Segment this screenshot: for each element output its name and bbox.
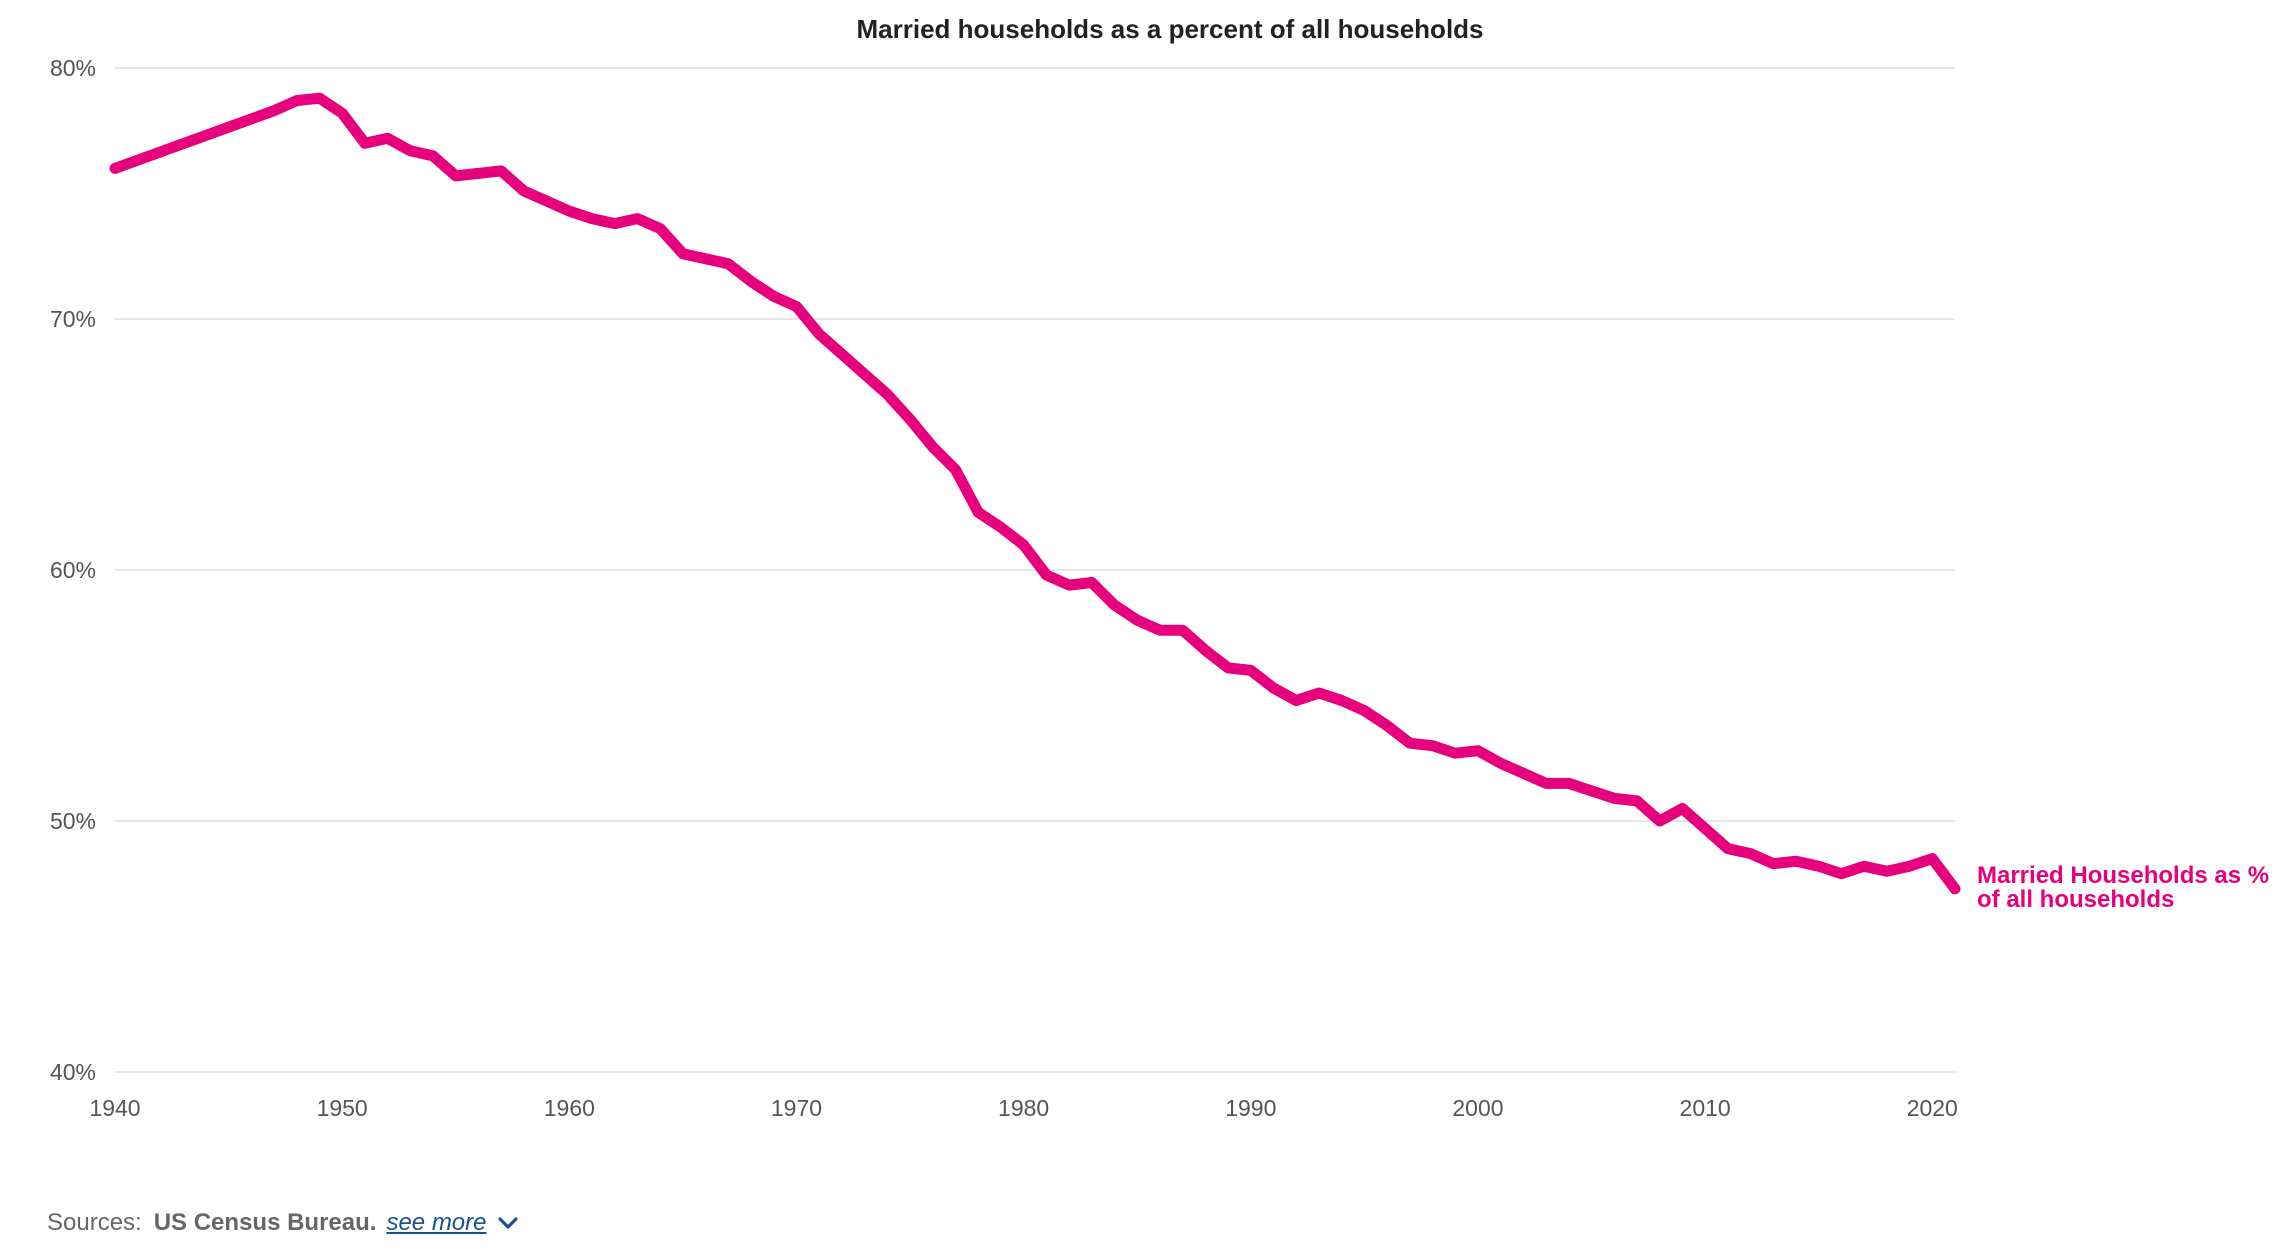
sources-label: Sources:	[47, 1209, 142, 1236]
series-end-label-line: of all households	[1977, 886, 2174, 913]
series-end-label: Married Households as % of all households	[1977, 862, 2269, 913]
series-line	[109, 92, 1961, 895]
see-more-label: see more	[386, 1209, 487, 1236]
series-labels: Married Households as % of all households	[1977, 862, 2269, 913]
x-tick-label: 2020	[1907, 1095, 1958, 1121]
x-tick-label: 1990	[1225, 1095, 1276, 1121]
x-tick-label: 1970	[771, 1095, 822, 1121]
grid-lines	[115, 67, 1955, 1073]
x-tick-label: 1940	[89, 1095, 140, 1121]
series-end-label-line: Married Households as %	[1977, 862, 2269, 889]
series-layer	[109, 92, 1961, 895]
see-more-link[interactable]: see more	[386, 1209, 518, 1237]
y-tick-label: 40%	[50, 1059, 96, 1085]
x-axis-ticks: 1940 1950 1960 1970 1980 1990 2000 2010 2020	[89, 1095, 1957, 1121]
x-tick-label: 2000	[1452, 1095, 1503, 1121]
y-axis-ticks: 40% 50% 60% 70% 80%	[50, 55, 96, 1085]
x-tick-label: 2010	[1680, 1095, 1731, 1121]
y-tick-label: 80%	[50, 55, 96, 81]
y-tick-label: 50%	[50, 808, 96, 834]
chart-title: Married households as a percent of all h…	[856, 14, 1483, 44]
y-tick-label: 60%	[50, 557, 96, 583]
x-tick-label: 1960	[544, 1095, 595, 1121]
y-tick-label: 70%	[50, 306, 96, 332]
chevron-down-icon	[497, 1217, 518, 1229]
x-tick-label: 1950	[317, 1095, 368, 1121]
sources-footer: Sources: US Census Bureau. see more	[47, 1207, 519, 1239]
sources-name: US Census Bureau.	[153, 1209, 377, 1236]
x-tick-label: 1980	[998, 1095, 1049, 1121]
